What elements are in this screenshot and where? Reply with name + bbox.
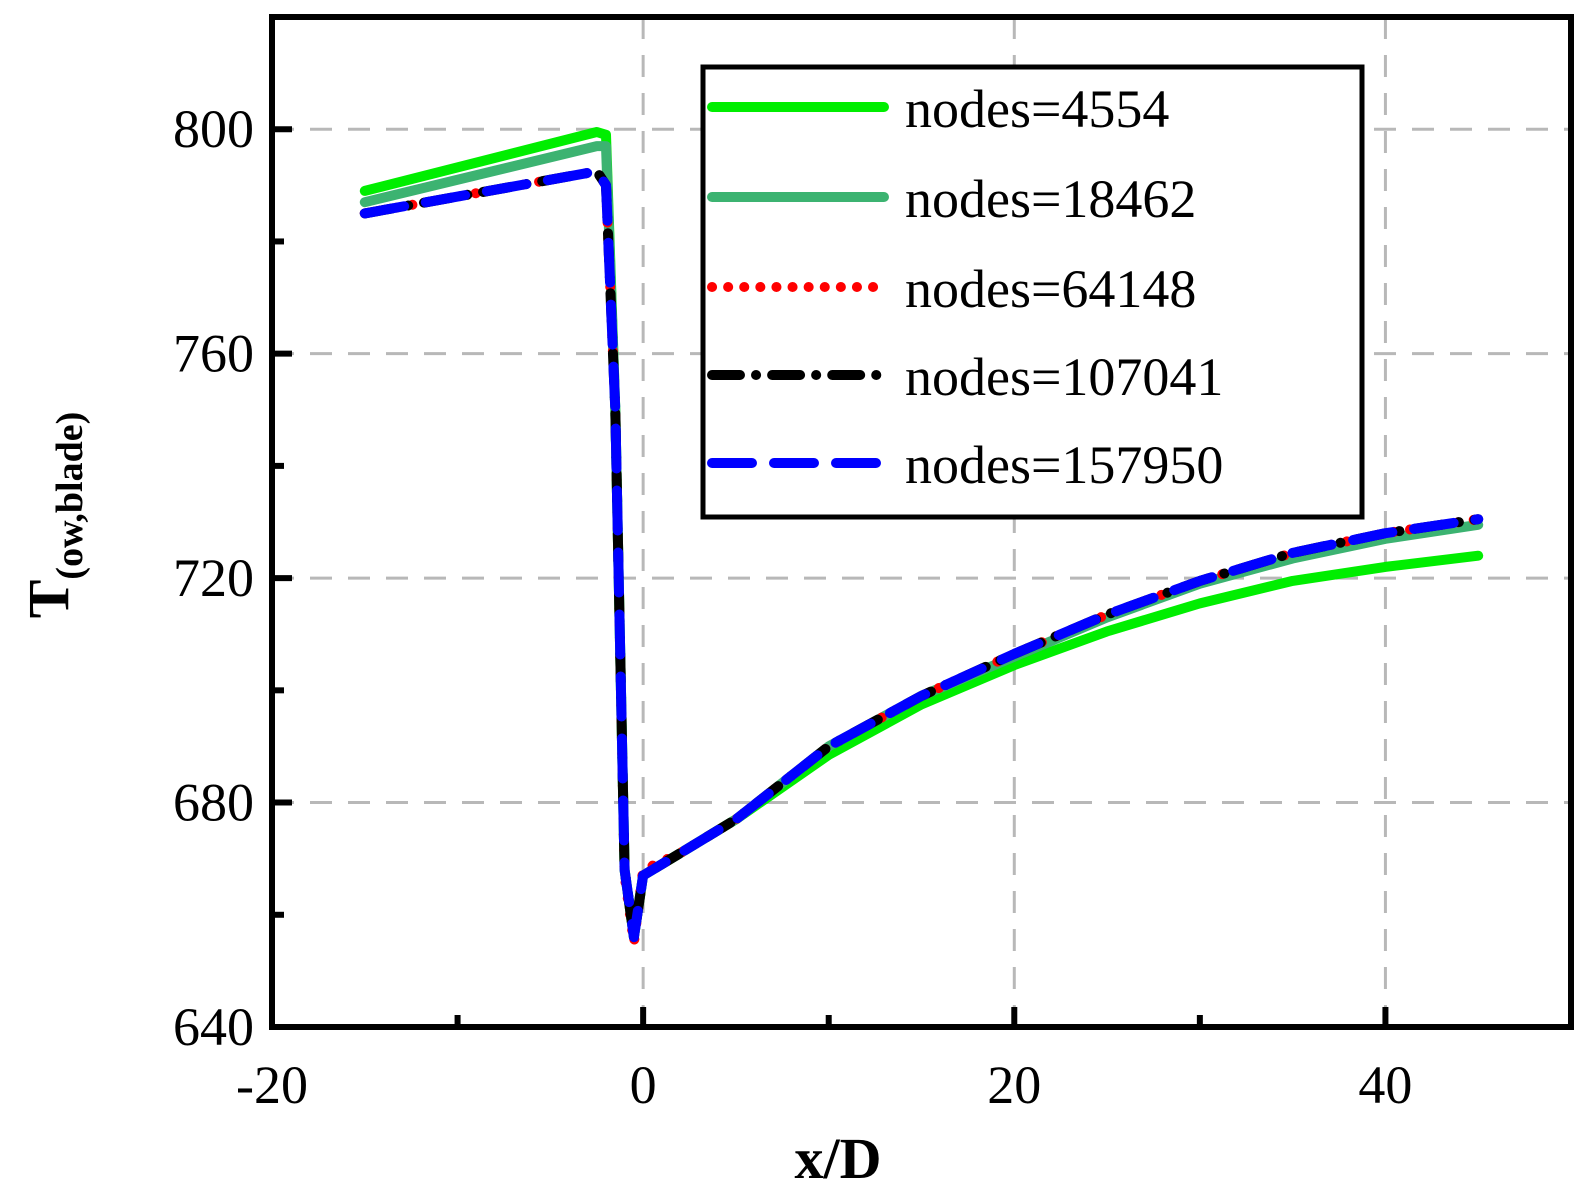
legend-label: nodes=107041 (905, 347, 1223, 407)
series-lines (359, 127, 1484, 948)
plot-frame (269, 14, 1574, 1030)
y-axis-title-main: T (16, 580, 81, 619)
tick-labels: -20 0 20 40 640 680 720 760 800 (173, 99, 1412, 1115)
y-tick-label: 680 (173, 773, 254, 833)
legend-label: nodes=64148 (905, 259, 1196, 319)
y-axis-title-subscript: (ow,blade) (49, 412, 91, 580)
legend-label: nodes=4554 (905, 79, 1169, 139)
legend-label: nodes=18462 (905, 169, 1196, 229)
legend: nodes=4554 nodes=18462 nodes=64148 nodes=10… (700, 64, 1365, 520)
y-axis-title: T(ow,blade) (16, 412, 91, 619)
x-tick-label: 40 (1358, 1055, 1412, 1115)
x-tick-label: 20 (987, 1055, 1041, 1115)
x-tick-label: 0 (630, 1055, 657, 1115)
y-tick-label: 800 (173, 99, 254, 159)
y-tick-label: 640 (173, 997, 254, 1057)
y-tick-label: 760 (173, 324, 254, 384)
legend-label: nodes=157950 (905, 435, 1223, 495)
x-tick-label: -20 (236, 1055, 308, 1115)
x-axis-title: x/D (795, 1126, 882, 1191)
series-line-nodes-157950 (359, 166, 1484, 943)
y-tick-label: 720 (173, 548, 254, 608)
legend-box (700, 64, 1365, 520)
